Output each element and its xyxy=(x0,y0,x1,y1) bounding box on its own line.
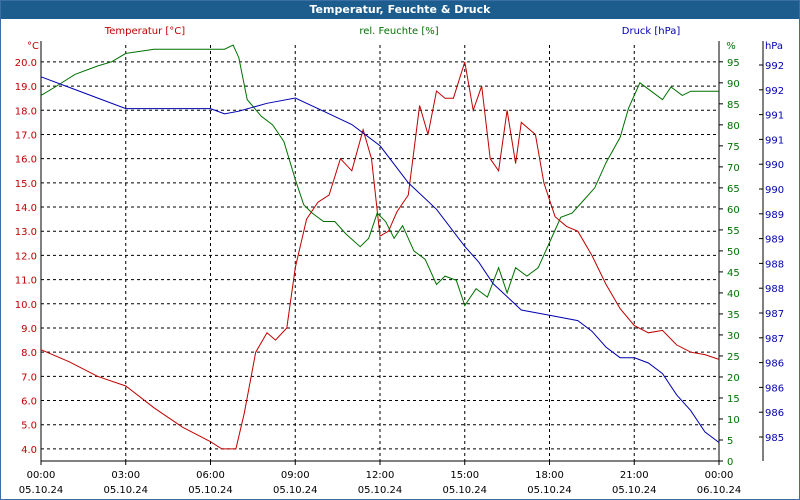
left-tick-label: 10.0 xyxy=(15,300,37,311)
right2-tick-label: 991 xyxy=(765,135,784,146)
right2-tick-label: 986 xyxy=(765,408,784,419)
tick-labels: 4.0 5.0 6.0 7.0 8.0 9.0 10.0 11.0 12.0 13.0 14.0 15… xyxy=(15,58,784,496)
x-date-label: 06.10.24 xyxy=(697,485,742,496)
x-date-label: 05.10.24 xyxy=(527,485,572,496)
right2-tick-label: 986 xyxy=(765,359,784,370)
right1-tick-label: 35 xyxy=(727,310,740,321)
left-tick-label: 17.0 xyxy=(15,130,37,141)
series-lines xyxy=(40,44,720,450)
right1-tick-label: 90 xyxy=(727,79,740,90)
legend-temperature: Temperatur [°C] xyxy=(104,26,185,37)
x-time-label: 15:00 xyxy=(450,470,479,481)
left-tick-label: 12.0 xyxy=(15,251,37,262)
right2-tick-label: 989 xyxy=(765,235,784,246)
right1-tick-label: 25 xyxy=(727,352,740,363)
left-tick-label: 14.0 xyxy=(15,203,37,214)
x-time-label: 18:00 xyxy=(535,470,564,481)
left-tick-label: 4.0 xyxy=(21,445,37,456)
left-tick-label: 15.0 xyxy=(15,179,37,190)
x-time-label: 09:00 xyxy=(281,470,310,481)
left-tick-label: 16.0 xyxy=(15,155,37,166)
x-date-label: 05.10.24 xyxy=(273,485,318,496)
right2-tick-label: 987 xyxy=(765,309,784,320)
right1-tick-label: 70 xyxy=(727,163,740,174)
grid-lines xyxy=(41,45,719,461)
right2-tick-label: 992 xyxy=(765,61,784,72)
humidity-line xyxy=(40,44,719,307)
x-time-label: 03:00 xyxy=(111,470,140,481)
right2-tick-label: 992 xyxy=(765,86,784,97)
right2-tick-label: 987 xyxy=(765,334,784,345)
x-time-label: 00:00 xyxy=(27,470,56,481)
right1-tick-label: 0 xyxy=(727,457,733,468)
x-date-label: 05.10.24 xyxy=(103,485,148,496)
left-tick-label: 6.0 xyxy=(21,397,37,408)
left-tick-label: 20.0 xyxy=(15,58,37,69)
title-bar xyxy=(1,1,799,19)
legend-humidity: rel. Feuchte [%] xyxy=(359,26,438,37)
right2-axis-unit: hPa xyxy=(765,41,783,52)
x-date-label: 05.10.24 xyxy=(19,485,64,496)
right1-tick-label: 50 xyxy=(727,247,740,258)
chart-title: Temperatur, Feuchte & Druck xyxy=(309,3,491,16)
right1-tick-label: 95 xyxy=(727,58,740,69)
x-date-label: 05.10.24 xyxy=(188,485,233,496)
right1-axis-unit: % xyxy=(726,41,736,52)
x-date-label: 05.10.24 xyxy=(358,485,403,496)
right1-tick-label: 15 xyxy=(727,394,740,405)
right2-tick-label: 990 xyxy=(765,160,784,171)
right1-tick-label: 65 xyxy=(727,184,740,195)
left-tick-label: 11.0 xyxy=(15,276,37,287)
pressure-line xyxy=(40,76,720,443)
right2-tick-label: 986 xyxy=(765,383,784,394)
left-tick-label: 5.0 xyxy=(21,421,37,432)
left-tick-label: 18.0 xyxy=(15,106,37,117)
right1-tick-label: 20 xyxy=(727,373,740,384)
right1-tick-label: 10 xyxy=(727,415,740,426)
left-axis-unit: °C xyxy=(27,41,39,52)
right1-tick-label: 40 xyxy=(727,289,740,300)
right1-tick-label: 75 xyxy=(727,142,740,153)
x-time-label: 00:00 xyxy=(705,470,734,481)
right2-tick-label: 988 xyxy=(765,259,784,270)
right1-tick-label: 55 xyxy=(727,226,740,237)
left-tick-label: 9.0 xyxy=(21,324,37,335)
right1-tick-label: 30 xyxy=(727,331,740,342)
right1-tick-label: 80 xyxy=(727,121,740,132)
legend-pressure: Druck [hPa] xyxy=(622,26,681,37)
right2-tick-label: 990 xyxy=(765,185,784,196)
x-date-label: 05.10.24 xyxy=(612,485,657,496)
right1-tick-label: 45 xyxy=(727,268,740,279)
left-tick-label: 7.0 xyxy=(21,372,37,383)
temperature-line xyxy=(40,61,720,450)
x-time-label: 12:00 xyxy=(366,470,395,481)
right2-tick-label: 989 xyxy=(765,210,784,221)
axis-lines xyxy=(40,41,764,465)
left-tick-label: 19.0 xyxy=(15,82,37,93)
right2-tick-label: 991 xyxy=(765,111,784,122)
right1-tick-label: 5 xyxy=(727,436,733,447)
x-date-label: 05.10.24 xyxy=(442,485,487,496)
right2-tick-label: 985 xyxy=(765,433,784,444)
left-tick-label: 8.0 xyxy=(21,348,37,359)
left-tick-label: 13.0 xyxy=(15,227,37,238)
x-time-label: 06:00 xyxy=(196,470,225,481)
right2-tick-label: 988 xyxy=(765,284,784,295)
right1-tick-label: 60 xyxy=(727,205,740,216)
x-time-label: 21:00 xyxy=(620,470,649,481)
right1-tick-label: 85 xyxy=(727,100,740,111)
